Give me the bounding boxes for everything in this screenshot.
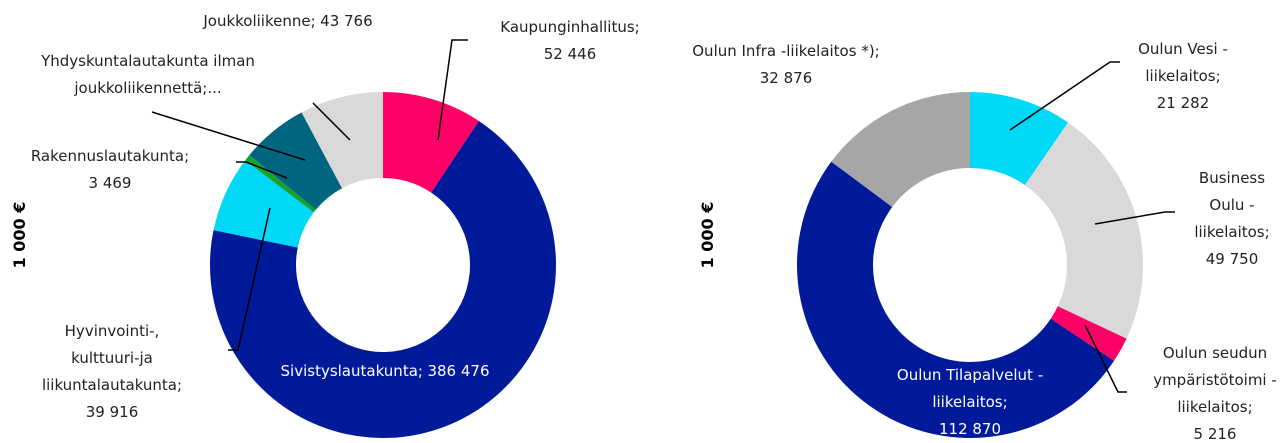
label-name: Yhdyskuntalautakunta ilman joukkoliikenn… xyxy=(41,52,255,97)
data-label: Oulun seudun ympäristötoimi -liikelaitos… xyxy=(1145,340,1285,443)
label-value: 52 446 xyxy=(543,45,597,63)
slice xyxy=(383,92,479,193)
label-name: Oulun Infra -liikelaitos *); xyxy=(692,42,880,60)
label-name: Joukkoliikenne; xyxy=(203,12,316,30)
label-name: Hyvinvointi-, kulttuuri-ja liikuntalauta… xyxy=(41,322,183,394)
slice xyxy=(797,161,1115,438)
slice xyxy=(301,92,383,189)
slice xyxy=(249,112,343,210)
data-label: Oulun Vesi - liikelaitos; 21 282 xyxy=(1128,36,1238,117)
data-label: Sivistyslautakunta; 386 476 xyxy=(245,358,525,385)
label-name: Kaupunginhallitus; xyxy=(500,18,640,36)
label-name: Sivistyslautakunta; xyxy=(280,362,423,380)
slice xyxy=(209,120,556,439)
leader-line xyxy=(236,161,288,179)
label-name: Oulun seudun ympäristötoimi -liikelaitos… xyxy=(1153,344,1277,416)
slice xyxy=(1024,122,1143,339)
label-name: Rakennuslautakunta; xyxy=(30,147,190,165)
data-label: Oulun Tilapalvelut - liikelaitos; 112 870 xyxy=(870,362,1070,443)
slice xyxy=(831,92,970,208)
label-name: Business Oulu - liikelaitos; xyxy=(1194,169,1270,241)
leader-line xyxy=(437,39,468,141)
label-value: 3 469 xyxy=(88,174,132,192)
y-axis-label: 1 000 € xyxy=(10,202,29,269)
label-value: 32 876 xyxy=(759,69,813,87)
label-value: 386 476 xyxy=(427,362,490,380)
label-value: 21 282 xyxy=(1156,94,1210,112)
leader-line xyxy=(228,207,271,351)
label-value: 112 870 xyxy=(938,420,1002,438)
slice xyxy=(970,92,1069,186)
data-label: Hyvinvointi-, kulttuuri-ja liikuntalauta… xyxy=(37,318,187,426)
data-label: Oulun Infra -liikelaitos *); 32 876 xyxy=(666,38,906,92)
label-value: 43 766 xyxy=(320,12,373,30)
label-name: Oulun Vesi - liikelaitos; xyxy=(1138,40,1228,85)
data-label: Joukkoliikenne; 43 766 xyxy=(168,8,408,35)
leader-line xyxy=(1084,324,1127,393)
leader-line xyxy=(1094,211,1175,225)
y-axis-label: 1 000 € xyxy=(698,202,717,269)
label-name: Oulun Tilapalvelut - liikelaitos; xyxy=(896,366,1044,411)
data-label: Kaupunginhallitus; 52 446 xyxy=(470,14,670,68)
data-label: Yhdyskuntalautakunta ilman joukkoliikenn… xyxy=(28,48,268,102)
label-value: 39 916 xyxy=(85,403,139,421)
data-label: Rakennuslautakunta; 3 469 xyxy=(10,143,210,197)
leader-line xyxy=(1009,61,1120,131)
slice xyxy=(213,160,314,248)
leader-line xyxy=(151,111,306,161)
label-value: 49 750 xyxy=(1205,250,1259,268)
label-value: 5 216 xyxy=(1193,425,1237,443)
leader-line xyxy=(312,102,351,141)
data-label: Business Oulu - liikelaitos; 49 750 xyxy=(1187,165,1277,273)
